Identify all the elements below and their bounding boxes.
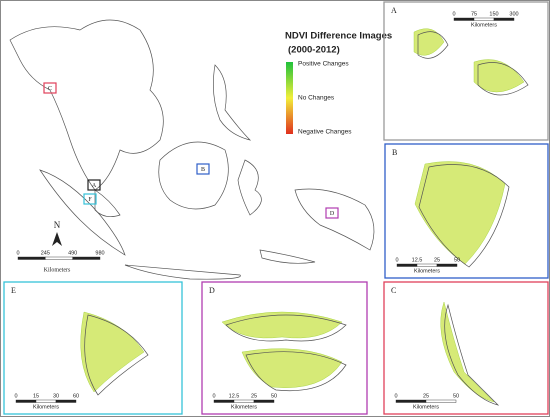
scale-segment <box>416 263 438 267</box>
scale-unit: Kilometers <box>413 404 439 410</box>
vegetation <box>414 161 506 265</box>
coastline <box>417 31 529 96</box>
scale-label: 75 <box>471 11 477 17</box>
scale-segment <box>55 399 77 403</box>
inset-frame <box>201 281 368 415</box>
scale-segment <box>253 399 275 403</box>
scale-segment <box>436 263 458 267</box>
legend: NDVI Difference Images (2000-2012) Posit… <box>285 31 392 136</box>
coastline <box>444 303 500 406</box>
scale-label: 980 <box>95 250 104 256</box>
vegetation <box>413 28 525 93</box>
scale-label: 0 <box>212 393 215 399</box>
scale-segment <box>425 399 457 403</box>
location-label: D <box>330 211 335 217</box>
location-label: B <box>201 167 205 173</box>
inset: E <box>3 281 183 415</box>
legend-label: No Changes <box>298 95 335 102</box>
scale-label: 15 <box>33 393 39 399</box>
inset: A <box>383 1 549 141</box>
coastline <box>418 164 510 268</box>
scale-segment <box>72 256 101 260</box>
coastline <box>225 314 347 391</box>
main-map <box>9 19 375 280</box>
scale-segment <box>453 17 475 21</box>
legend-title: NDVI Difference Images <box>285 31 392 42</box>
scale-label: 50 <box>271 393 277 399</box>
inset-frame <box>383 281 549 415</box>
location-box <box>87 179 101 191</box>
inset-label: A <box>391 6 397 15</box>
scale-segment <box>35 399 57 403</box>
scale-segment <box>395 399 427 403</box>
scale-label: 60 <box>73 393 79 399</box>
scale-segment <box>493 17 515 21</box>
location-box <box>83 193 97 205</box>
inset-label: E <box>11 286 16 295</box>
scale-label: 12.5 <box>229 393 240 399</box>
scale-label: 0 <box>395 257 398 263</box>
scale-label: 300 <box>509 11 518 17</box>
scale-label: 25 <box>251 393 257 399</box>
scale-label: 245 <box>41 250 50 256</box>
coastline <box>84 314 149 396</box>
vegetation <box>221 311 343 388</box>
scale-unit: Kilometers <box>471 22 497 28</box>
inset: C <box>383 281 549 415</box>
inset-label: B <box>392 148 397 157</box>
legend-gradient <box>286 62 293 134</box>
scale-segment <box>213 399 235 403</box>
scale-segment <box>15 399 37 403</box>
scale-label: 30 <box>53 393 59 399</box>
inset: B <box>384 143 549 279</box>
scale-label: 25 <box>423 393 429 399</box>
location-label: F <box>88 197 92 203</box>
north-arrow: N <box>52 220 62 246</box>
inset-label: D <box>209 286 215 295</box>
scale-unit: Kilometers <box>44 267 71 273</box>
scale-label: 150 <box>489 11 498 17</box>
inset-frame <box>383 1 549 141</box>
scale-label: 0 <box>452 11 455 17</box>
scale-label: 0 <box>394 393 397 399</box>
scale-segment <box>45 256 73 260</box>
scale-segment <box>233 399 255 403</box>
location-box <box>43 82 57 94</box>
location-label: A <box>92 183 97 189</box>
legend-subtitle: (2000-2012) <box>288 45 340 56</box>
scale-label: 0 <box>14 393 17 399</box>
location-box <box>325 207 339 219</box>
scale-unit: Kilometers <box>414 268 440 274</box>
scale-label: 50 <box>454 257 460 263</box>
scale-label: 25 <box>434 257 440 263</box>
scale-label: 0 <box>16 250 19 256</box>
scale-label: 50 <box>453 393 459 399</box>
scale-label: 490 <box>68 250 77 256</box>
location-box <box>196 163 210 175</box>
legend-label: Negative Changes <box>298 129 352 136</box>
location-label: C <box>48 86 52 92</box>
scale-unit: Kilometers <box>231 404 257 410</box>
inset-frame <box>3 281 183 415</box>
scale-segment <box>473 17 495 21</box>
north-label: N <box>54 220 61 230</box>
scale-label: 12.5 <box>412 257 423 263</box>
scale-segment <box>17 256 46 260</box>
scale-segment <box>396 263 418 267</box>
scale-unit: Kilometers <box>33 404 59 410</box>
inset-frame <box>384 143 549 279</box>
inset: D <box>201 281 368 415</box>
legend-label: Positive Changes <box>298 61 349 68</box>
inset-label: C <box>391 286 396 295</box>
